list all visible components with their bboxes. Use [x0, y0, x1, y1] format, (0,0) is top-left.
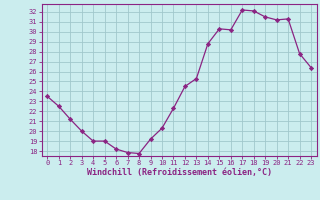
X-axis label: Windchill (Refroidissement éolien,°C): Windchill (Refroidissement éolien,°C) — [87, 168, 272, 177]
